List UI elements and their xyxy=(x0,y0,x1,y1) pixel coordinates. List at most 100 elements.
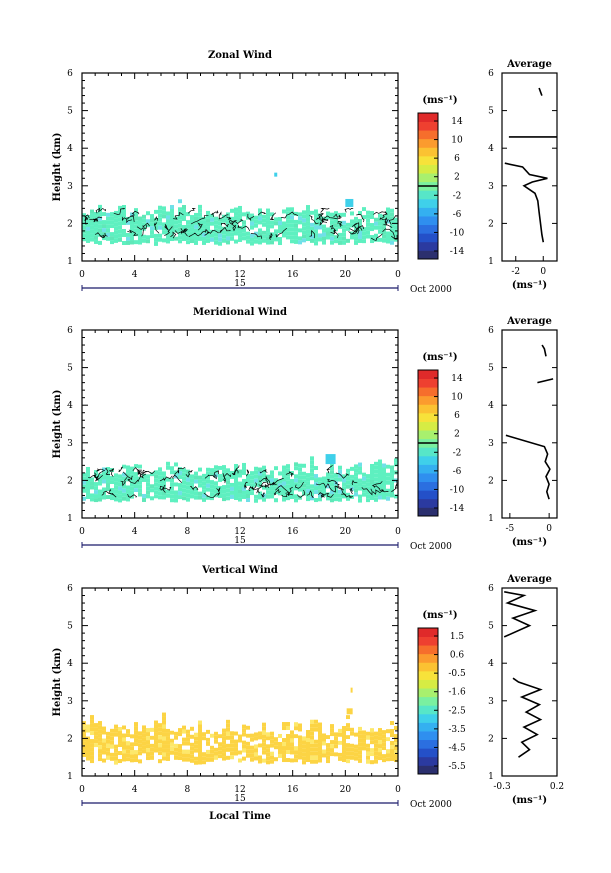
heatmap-cell xyxy=(206,218,210,223)
average-title: Average xyxy=(506,59,552,70)
heatmap-cell xyxy=(318,758,322,763)
heatmap-cell xyxy=(246,497,250,502)
heatmap-cell xyxy=(294,239,298,244)
colorbar-segment xyxy=(418,653,438,663)
heatmap-cell xyxy=(162,728,166,733)
contour-line xyxy=(99,232,108,239)
heatmap-cell xyxy=(350,727,354,732)
heatmap-cell xyxy=(306,489,310,494)
heatmap-cell xyxy=(354,232,358,237)
heatmap-cell xyxy=(302,760,306,765)
contour-line xyxy=(226,216,237,222)
heatmap-cell xyxy=(306,221,310,226)
heatmap-cell xyxy=(86,748,90,753)
heatmap-cell xyxy=(86,724,90,729)
heatmap-cell xyxy=(142,477,146,482)
heatmap-cell xyxy=(226,224,230,229)
heatmap-cell xyxy=(306,758,310,763)
heatmap-cell xyxy=(314,719,318,724)
heatmap-cell xyxy=(302,736,306,741)
heatmap-cell xyxy=(366,759,370,764)
heatmap-cell xyxy=(326,747,330,752)
heatmap-cell xyxy=(130,750,134,755)
y-tick-label: 6 xyxy=(67,69,73,79)
heatmap-cell xyxy=(94,731,98,736)
heatmap-cell xyxy=(202,216,206,221)
heatmap-cell xyxy=(314,478,318,483)
heatmap-cell xyxy=(226,220,230,225)
heatmap-cell xyxy=(94,735,98,740)
heatmap-cell xyxy=(282,477,286,482)
heatmap-cell xyxy=(354,224,358,229)
heatmap-cell xyxy=(182,749,186,754)
heatmap-cell xyxy=(230,751,234,756)
heatmap-cell xyxy=(98,757,102,762)
heatmap-cell xyxy=(362,492,366,497)
colorbar-tick-label: 14 xyxy=(451,374,463,384)
average-x-label: (ms⁻¹) xyxy=(512,280,547,291)
heatmap-cell xyxy=(102,467,106,472)
heatmap-cell xyxy=(330,228,334,233)
heatmap-cell xyxy=(218,742,222,747)
heatmap-cell xyxy=(278,741,282,746)
heatmap-cell xyxy=(122,217,126,222)
heatmap-cell xyxy=(346,484,350,489)
heatmap-cell xyxy=(114,497,118,502)
heatmap-cell xyxy=(166,740,170,745)
heatmap-cell xyxy=(302,732,306,737)
contour-line xyxy=(113,208,125,215)
heatmap-cell xyxy=(218,738,222,743)
heatmap-cell xyxy=(166,223,170,228)
heatmap-cell xyxy=(390,753,394,758)
heatmap-cell xyxy=(214,731,218,736)
heatmap-cell xyxy=(362,742,366,747)
heatmap-cell xyxy=(94,486,98,491)
heatmap-cell xyxy=(378,225,382,230)
x-tick-label: 16 xyxy=(287,785,299,795)
heatmap-cell xyxy=(298,220,302,225)
heatmap-cell xyxy=(266,208,270,213)
heatmap-cell xyxy=(154,732,158,737)
heatmap-cell xyxy=(206,741,210,746)
heatmap-cell xyxy=(278,471,282,476)
heatmap-cell xyxy=(218,730,222,735)
heatmap-cell xyxy=(118,743,122,748)
heatmap-cell xyxy=(250,753,254,758)
contour-line xyxy=(391,235,398,240)
heatmap-cell xyxy=(214,735,218,740)
heatmap-cell xyxy=(162,748,166,753)
heatmap-cell xyxy=(198,748,202,753)
heatmap-cell xyxy=(198,236,202,241)
heatmap-cell xyxy=(186,220,190,225)
heatmap-cell xyxy=(322,480,326,485)
heatmap-cell xyxy=(86,218,90,223)
contour-line xyxy=(320,492,334,498)
heatmap-cell xyxy=(178,740,182,745)
avg-x-tick-label: 0 xyxy=(540,267,546,277)
heatmap-cell xyxy=(146,736,150,741)
heatmap-cell xyxy=(290,223,294,228)
heatmap-cell xyxy=(282,205,286,210)
heatmap-cell xyxy=(314,474,318,479)
avg-y-tick-label: 3 xyxy=(488,697,494,707)
heatmap-cell xyxy=(286,464,290,469)
heatmap-cell xyxy=(370,471,374,476)
heatmap-cell xyxy=(206,222,210,227)
heatmap-cell xyxy=(334,485,338,490)
contour-line xyxy=(285,471,294,478)
heatmap-cell xyxy=(322,737,326,742)
heatmap-cell xyxy=(294,746,298,751)
heatmap-cell xyxy=(386,219,390,224)
heatmap-cell xyxy=(326,211,330,216)
heatmap-cell xyxy=(202,236,206,241)
heatmap-cell xyxy=(262,758,266,763)
heatmap-cell xyxy=(174,470,178,475)
avg-y-tick-label: 5 xyxy=(488,622,494,632)
colorbar-tick-label: -14 xyxy=(450,247,465,257)
heatmap-cell xyxy=(106,747,110,752)
heatmap-cell xyxy=(130,236,134,241)
heatmap-cell xyxy=(318,734,322,739)
heatmap-cell xyxy=(378,463,382,468)
heatmap-cell xyxy=(202,493,206,498)
